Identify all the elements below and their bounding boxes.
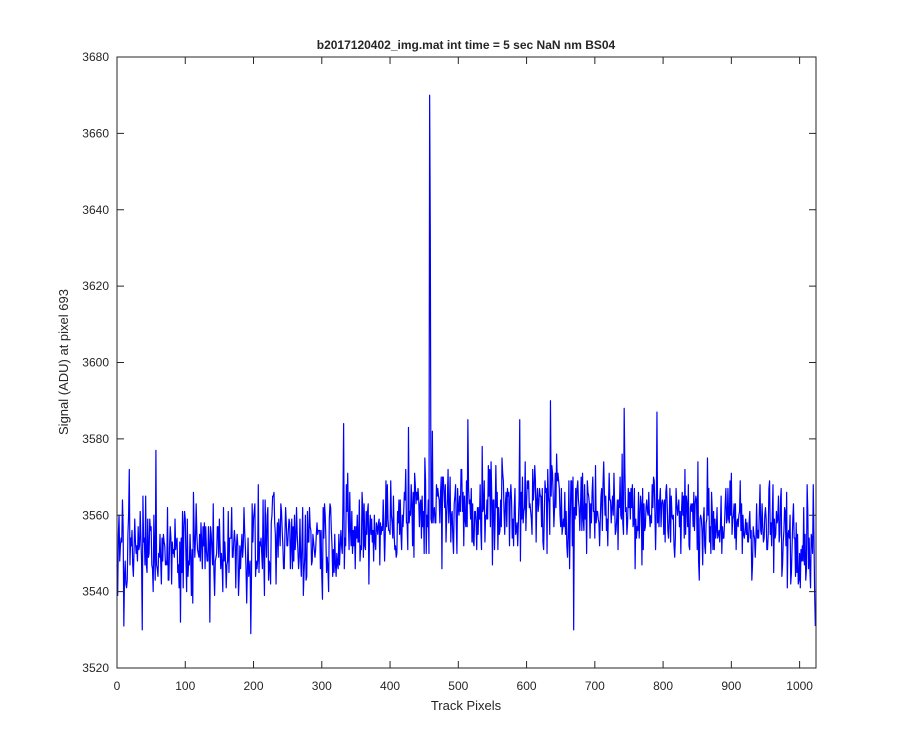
x-tick-label: 700 xyxy=(585,679,605,693)
y-axis-label: Signal (ADU) at pixel 693 xyxy=(56,289,71,435)
chart-title: b2017120402_img.mat int time = 5 sec NaN… xyxy=(317,38,616,52)
x-tick-label: 800 xyxy=(653,679,673,693)
x-tick-label: 600 xyxy=(517,679,537,693)
x-tick-label: 500 xyxy=(448,679,468,693)
x-axis-label: Track Pixels xyxy=(431,698,502,713)
x-tick-label: 300 xyxy=(312,679,332,693)
x-tick-label: 0 xyxy=(114,679,121,693)
y-tick-label: 3640 xyxy=(82,203,109,217)
y-tick-label: 3620 xyxy=(82,279,109,293)
y-tick-label: 3680 xyxy=(82,50,109,64)
x-tick-label: 1000 xyxy=(786,679,813,693)
y-tick-label: 3520 xyxy=(82,661,109,675)
x-tick-label: 100 xyxy=(175,679,195,693)
y-tick-label: 3600 xyxy=(82,356,109,370)
x-tick-label: 900 xyxy=(721,679,741,693)
y-tick-label: 3660 xyxy=(82,126,109,140)
x-tick-label: 400 xyxy=(380,679,400,693)
signal-series-line xyxy=(116,94,816,635)
x-tick-label: 200 xyxy=(244,679,264,693)
y-tick-label: 3560 xyxy=(82,508,109,522)
y-tick-label: 3540 xyxy=(82,585,109,599)
y-tick-label: 3580 xyxy=(82,432,109,446)
